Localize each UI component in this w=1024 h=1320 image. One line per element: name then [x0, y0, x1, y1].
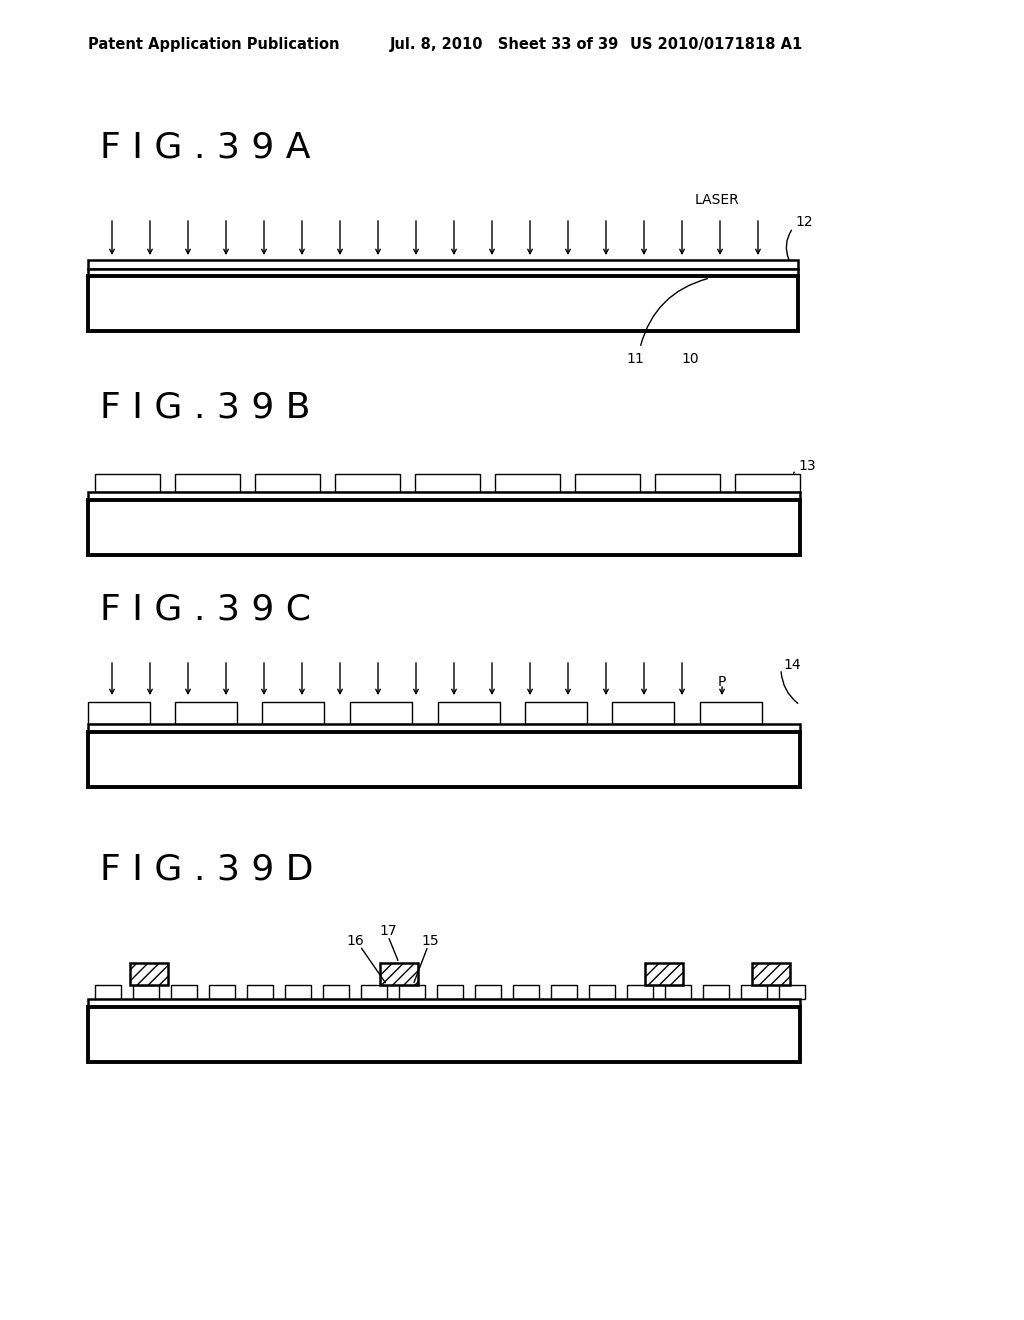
Bar	[665, 985, 691, 999]
Bar	[627, 985, 653, 999]
Bar	[513, 985, 539, 999]
Bar	[285, 985, 311, 999]
Text: 12: 12	[795, 215, 813, 228]
Text: 15: 15	[421, 935, 439, 948]
Bar	[575, 474, 640, 492]
Bar	[88, 269, 798, 276]
Bar	[335, 474, 400, 492]
Text: Patent Application Publication: Patent Application Publication	[88, 37, 340, 53]
Bar	[88, 260, 798, 269]
Bar	[741, 985, 767, 999]
Text: 14: 14	[783, 657, 801, 672]
Bar	[209, 985, 234, 999]
Bar	[438, 702, 500, 723]
Text: 10: 10	[681, 352, 698, 366]
Text: 16: 16	[346, 935, 364, 948]
Bar	[171, 985, 197, 999]
Bar	[88, 492, 800, 500]
Bar	[380, 964, 418, 985]
Bar	[262, 702, 324, 723]
Text: F I G . 3 9 C: F I G . 3 9 C	[100, 593, 311, 627]
Bar	[703, 985, 729, 999]
Text: US 2010/0171818 A1: US 2010/0171818 A1	[630, 37, 802, 53]
Bar	[88, 733, 800, 787]
Bar	[255, 474, 319, 492]
Bar	[350, 702, 412, 723]
Bar	[779, 985, 805, 999]
Bar	[88, 702, 150, 723]
Bar	[437, 985, 463, 999]
Bar	[735, 474, 800, 492]
Bar	[88, 723, 800, 733]
Text: F I G . 3 9 A: F I G . 3 9 A	[100, 131, 310, 165]
Text: 11: 11	[626, 352, 644, 366]
Bar	[700, 702, 762, 723]
Bar	[551, 985, 577, 999]
Text: LASER: LASER	[695, 193, 739, 207]
Bar	[175, 702, 237, 723]
Text: F I G . 3 9 D: F I G . 3 9 D	[100, 853, 313, 887]
Bar	[175, 474, 240, 492]
Bar	[88, 1007, 800, 1063]
Bar	[589, 985, 615, 999]
Bar	[415, 474, 480, 492]
Bar	[130, 964, 168, 985]
Bar	[645, 964, 683, 985]
Bar	[752, 964, 790, 985]
Bar	[525, 702, 587, 723]
Bar	[399, 985, 425, 999]
Bar	[95, 474, 160, 492]
Bar	[95, 985, 121, 999]
Text: P: P	[718, 675, 726, 689]
Text: F I G . 3 9 B: F I G . 3 9 B	[100, 391, 310, 425]
Text: 17: 17	[379, 924, 397, 939]
Bar	[133, 985, 159, 999]
Bar	[88, 276, 798, 331]
Bar	[323, 985, 349, 999]
Bar	[475, 985, 501, 999]
Bar	[88, 999, 800, 1007]
Text: 13: 13	[798, 459, 816, 473]
Text: Jul. 8, 2010   Sheet 33 of 39: Jul. 8, 2010 Sheet 33 of 39	[390, 37, 620, 53]
Bar	[612, 702, 674, 723]
Bar	[495, 474, 560, 492]
Bar	[655, 474, 720, 492]
Bar	[361, 985, 387, 999]
Bar	[247, 985, 273, 999]
Bar	[88, 500, 800, 554]
